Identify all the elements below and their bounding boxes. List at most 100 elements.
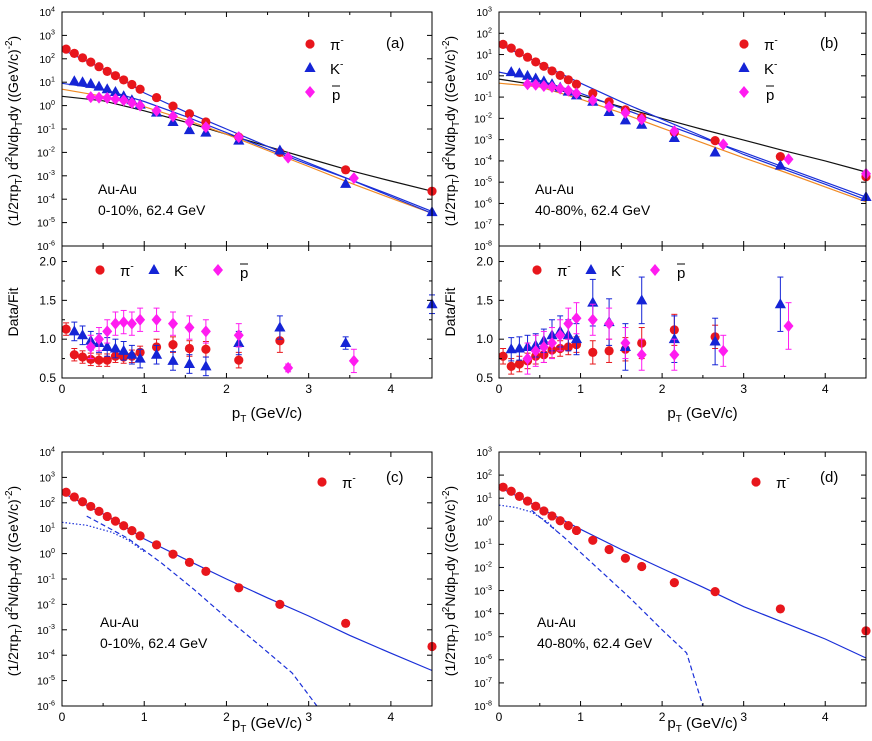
data-point — [135, 313, 146, 326]
y-tick-label: 10-4 — [37, 648, 55, 662]
data-point — [110, 93, 121, 106]
data-point — [547, 337, 558, 350]
data-point — [77, 352, 88, 362]
data-point — [86, 57, 96, 67]
ratio-legend-kaon-label: K- — [611, 261, 624, 280]
data-point — [522, 496, 533, 506]
data-point — [94, 333, 104, 346]
data-point — [522, 52, 533, 62]
x-tick-label: 1 — [141, 382, 148, 396]
data-point — [571, 525, 582, 536]
data-point — [233, 329, 244, 342]
x-axis-title: pT (GeV/c) — [667, 405, 737, 425]
data-point — [274, 144, 286, 155]
data-point — [168, 317, 178, 330]
plot-frame — [498, 451, 867, 707]
panel-d: 0 1 2 3 4 10-8 10-7 10-6 10-5 10-4 10-3 10-2 10-1 100… — [441, 445, 871, 735]
centrality-label: 0-10%, 62.4 GeV — [98, 202, 206, 218]
data-point — [69, 350, 79, 360]
x-tick-label: 4 — [822, 710, 829, 724]
data-point — [669, 125, 680, 138]
data-point — [709, 335, 721, 346]
system-label: Au-Au — [537, 614, 576, 630]
y-tick-label: 10-5 — [474, 630, 492, 644]
y-tick-label: 103 — [39, 29, 55, 43]
y-tick-label: 103 — [39, 471, 55, 485]
legend-pbar-marker — [739, 86, 749, 98]
fit-curve — [61, 521, 145, 553]
panel-tag: (b) — [820, 35, 838, 52]
panel-a-ratio: 0 1 2 3 4 0.5 1.0 1.5 2.0 π- K-p Data/Fit pT (GeV/c) — [5, 245, 438, 425]
data-point — [200, 360, 212, 371]
data-point — [118, 94, 129, 107]
data-point — [709, 146, 721, 157]
ratio-legend-kaon-marker — [148, 264, 160, 274]
y-tick-label: 2.0 — [476, 255, 493, 269]
y-tick-label: 104 — [39, 445, 55, 459]
panel-b: 10-8 10-7 10-6 10-5 10-4 10-3 10-2 10-1 100 101 10… — [441, 5, 872, 253]
data-point — [774, 159, 786, 170]
ratio-legend-pbar-label: p — [240, 265, 248, 282]
x-tick-label: 1 — [141, 710, 148, 724]
fit-curve — [61, 48, 433, 214]
data-point — [530, 72, 542, 83]
fit-curve — [498, 78, 867, 173]
data-point — [283, 151, 294, 164]
y-tick-label: 10-8 — [474, 699, 492, 713]
fit-curve — [531, 509, 704, 707]
data-point — [669, 578, 679, 588]
ratio-axis-title: Data/Fit — [5, 287, 21, 336]
ratio-legend-pion-marker — [532, 265, 542, 275]
data-point — [620, 553, 631, 563]
data-point — [76, 329, 89, 340]
legend-pion-label: π- — [342, 473, 356, 492]
legend-kaon-marker — [304, 62, 316, 72]
y-tick-label: 10-4 — [37, 192, 55, 206]
x-tick-label: 2 — [223, 710, 230, 724]
data-point — [69, 492, 79, 502]
data-point — [341, 618, 351, 628]
system-label: Au-Au — [100, 614, 139, 630]
data-point — [619, 114, 632, 125]
data-point — [151, 540, 162, 550]
data-point — [513, 342, 525, 353]
fit-curve — [61, 95, 433, 192]
data-point — [531, 57, 541, 67]
y-tick-label: 102 — [39, 52, 55, 66]
data-point — [85, 91, 96, 104]
data-point — [110, 516, 121, 526]
x-tick-label: 2 — [659, 382, 666, 396]
y-tick-label: 10-3 — [37, 623, 55, 637]
y-tick-label: 100 — [39, 99, 55, 113]
data-point — [718, 138, 729, 151]
data-point — [588, 347, 598, 357]
y-tick-label: 1.5 — [476, 293, 493, 307]
data-point — [110, 317, 121, 330]
y-axis-title: (1/2πpT) d2N/dpTdy ((GeV/c)-2) — [4, 36, 25, 226]
data-point — [505, 343, 517, 354]
y-tick-label: 101 — [39, 521, 55, 535]
data-point — [101, 340, 113, 351]
y-tick-label: 10-2 — [37, 598, 55, 612]
data-point — [135, 84, 145, 94]
centrality-label: 40-80%, 62.4 GeV — [535, 202, 651, 218]
x-tick-label: 0 — [59, 382, 66, 396]
panel-b-ratio: 0 1 2 3 4 0.5 1.0 1.5 2.0 π- K-p Data/Fit pT (GeV/c) — [442, 245, 867, 425]
fit-curve — [86, 515, 318, 707]
x-tick-label: 3 — [740, 382, 747, 396]
y-tick-label: 10-3 — [474, 133, 492, 147]
data-point — [571, 79, 582, 89]
data-point — [61, 44, 71, 54]
x-tick-label: 0 — [496, 382, 503, 396]
y-tick-label: 102 — [39, 496, 55, 510]
data-point — [775, 151, 785, 162]
data-point — [168, 101, 178, 111]
plot-frame — [61, 245, 433, 379]
data-point — [774, 298, 786, 309]
data-point — [77, 497, 88, 507]
data-point — [506, 486, 516, 496]
data-point — [234, 355, 244, 365]
y-tick-label: 101 — [476, 491, 492, 505]
y-tick-label: 103 — [476, 5, 492, 19]
y-tick-label: 100 — [39, 547, 55, 561]
